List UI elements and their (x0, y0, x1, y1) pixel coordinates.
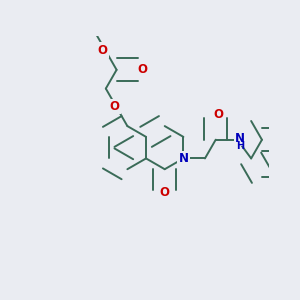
Text: O: O (213, 108, 223, 121)
Text: O: O (137, 63, 147, 76)
Text: H: H (236, 141, 244, 151)
Text: N: N (178, 152, 188, 165)
Text: O: O (98, 44, 108, 57)
Text: O: O (160, 186, 170, 199)
Text: N: N (236, 132, 245, 145)
Text: O: O (109, 100, 119, 113)
